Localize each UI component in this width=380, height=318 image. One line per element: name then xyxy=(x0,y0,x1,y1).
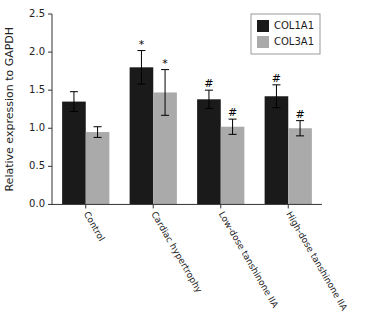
legend-frame xyxy=(251,14,320,54)
x-tick xyxy=(85,204,86,208)
bar xyxy=(265,96,289,204)
error-bar xyxy=(94,127,102,138)
bar xyxy=(62,102,86,205)
y-tick-label: 1.0 xyxy=(29,122,45,133)
bar xyxy=(221,127,245,205)
annotation: * xyxy=(139,38,145,51)
y-tick-label: 1.5 xyxy=(29,84,45,95)
error-bar xyxy=(137,51,145,85)
legend-swatch xyxy=(257,20,269,32)
y-axis-line xyxy=(52,14,53,204)
plot-area xyxy=(62,51,312,205)
y-tick xyxy=(48,166,52,167)
y-tick-label: 0.5 xyxy=(29,160,45,171)
legend-label: COL1A1 xyxy=(274,20,314,31)
y-axis-label: Relative expression to GAPDH xyxy=(3,27,16,192)
annotation: # xyxy=(272,72,281,85)
chart: 0.0 0.5 1.0 1.5 2.0 2.5 Relative expression to… xyxy=(0,0,380,318)
bar xyxy=(288,128,312,204)
error-bar xyxy=(229,119,237,134)
bar xyxy=(197,99,221,204)
y-tick xyxy=(48,128,52,129)
error-bar xyxy=(70,92,78,112)
x-tick xyxy=(288,204,289,208)
legend-swatch xyxy=(257,36,269,48)
y-tick-label: 0.0 xyxy=(29,198,45,209)
y-tick xyxy=(48,90,52,91)
legend-item: COL3A1 xyxy=(257,36,314,48)
y-tick xyxy=(48,52,52,53)
annotation: # xyxy=(228,106,237,119)
x-axis-line xyxy=(52,204,322,205)
x-tick-label: Control xyxy=(82,210,107,243)
y-tick xyxy=(48,14,52,15)
x-tick-label: Cardiac hypertrophy xyxy=(149,210,204,295)
x-axis: Control Cardiac hypertrophyLow-dose tansh… xyxy=(82,204,350,313)
y-tick-label: 2.5 xyxy=(29,8,45,19)
error-bar xyxy=(272,85,280,108)
y-axis: 0.0 0.5 1.0 1.5 2.0 2.5 xyxy=(29,8,52,209)
legend: COL1A1 COL3A1 xyxy=(251,14,320,54)
error-bar xyxy=(161,70,169,116)
x-tick xyxy=(220,204,221,208)
x-tick-label: High-dose tanshinone IIA xyxy=(284,210,349,313)
x-tick-label: Low-dose tanshinone IIA xyxy=(217,210,281,311)
y-tick-label: 2.0 xyxy=(29,46,45,57)
annotation: # xyxy=(295,108,304,121)
bar xyxy=(130,67,154,204)
error-bar xyxy=(205,90,213,108)
bar xyxy=(86,132,110,204)
annotation: # xyxy=(204,77,213,90)
error-bar xyxy=(296,121,304,136)
y-tick xyxy=(48,204,52,205)
legend-label: COL3A1 xyxy=(274,36,314,47)
annotation: * xyxy=(162,57,168,70)
x-tick xyxy=(153,204,154,208)
legend-item: COL1A1 xyxy=(257,20,314,32)
